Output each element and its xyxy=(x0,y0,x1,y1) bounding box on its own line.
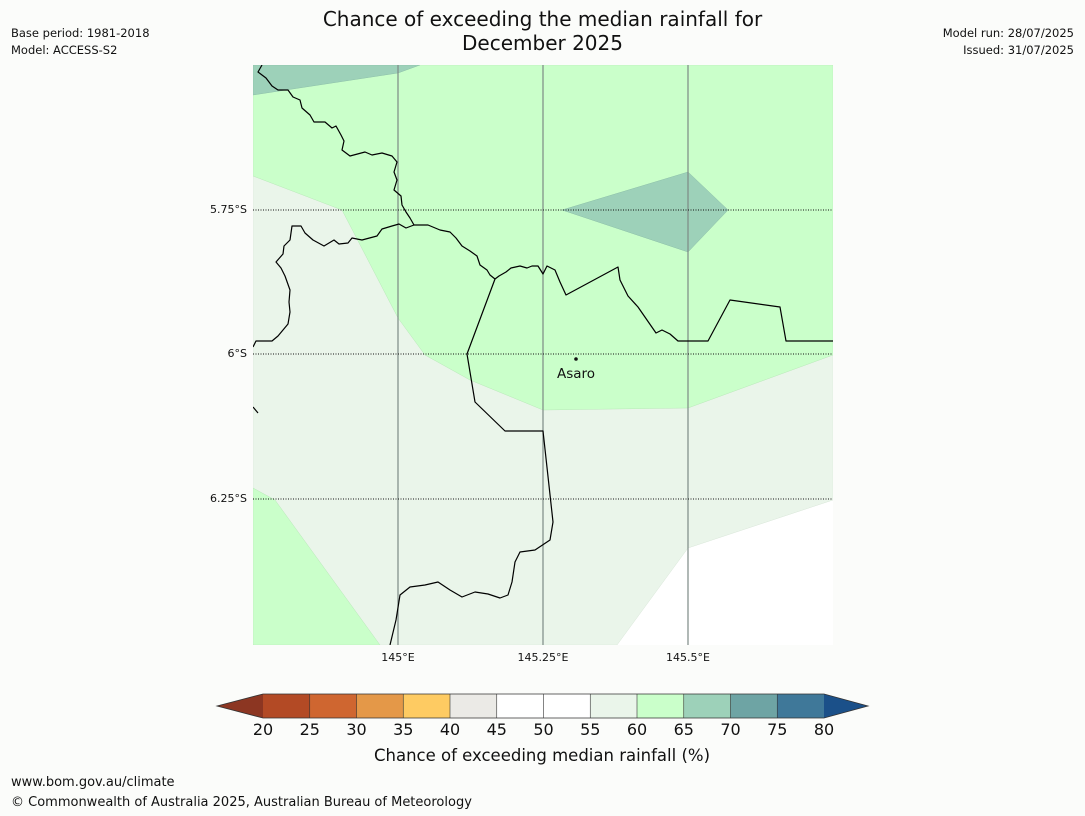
colorbar-swatch xyxy=(730,694,778,718)
lon-label: 145.25°E xyxy=(518,651,569,664)
title-line-1: Chance of exceeding the median rainfall … xyxy=(322,7,763,31)
lon-label: 145°E xyxy=(381,651,414,664)
colorbar-outline xyxy=(215,693,870,719)
colorbar-swatch xyxy=(543,694,591,718)
colorbar-swatch xyxy=(637,694,684,718)
map-area[interactable] xyxy=(253,65,833,645)
footer-url: www.bom.gov.au/climate xyxy=(11,775,175,790)
colorbar-swatch xyxy=(683,694,731,718)
title-line-2: December 2025 xyxy=(462,31,623,55)
lon-label: 145.5°E xyxy=(666,651,710,664)
colorbar-swatch xyxy=(356,694,404,718)
meta-left: Base period: 1981-2018 Model: ACCESS-S2 xyxy=(11,25,150,59)
region-60-65-southwest xyxy=(253,487,381,645)
base-period-text: Base period: 1981-2018 xyxy=(11,26,150,40)
issued-text: Issued: 31/07/2025 xyxy=(963,43,1074,57)
lat-label: 6°S xyxy=(228,347,247,360)
model-run-text: Model run: 28/07/2025 xyxy=(942,26,1074,40)
colorbar-tick-label: 60 xyxy=(627,720,647,739)
colorbar-swatch xyxy=(496,694,544,718)
colorbar-swatch xyxy=(263,694,310,718)
colorbar-legend: 20 25 30 35 40 45 50 55 60 65 70 75 80 xyxy=(215,693,870,739)
colorbar-swatch xyxy=(450,694,497,718)
colorbar-swatch xyxy=(590,694,637,718)
asaro-marker xyxy=(574,357,578,361)
meta-right: Model run: 28/07/2025 Issued: 31/07/2025 xyxy=(943,25,1074,59)
colorbar-tick-label: 25 xyxy=(300,720,320,739)
colorbar-label: Chance of exceeding median rainfall (%) xyxy=(374,746,710,765)
colorbar-tick-label: 55 xyxy=(580,720,600,739)
colorbar-tick-label: 70 xyxy=(720,720,740,739)
lat-label: 6.25°S xyxy=(210,492,247,505)
colorbar-under-arrow xyxy=(217,694,263,718)
colorbar-tick-label: 45 xyxy=(487,720,507,739)
colorbar-tick-label: 30 xyxy=(346,720,366,739)
colorbar-swatch xyxy=(309,694,357,718)
colorbar-tick-label: 80 xyxy=(814,720,834,739)
footer-copyright: © Commonwealth of Australia 2025, Austra… xyxy=(11,795,472,810)
chart-title: Chance of exceeding the median rainfall … xyxy=(0,7,1085,55)
model-text: Model: ACCESS-S2 xyxy=(11,43,118,57)
province-boundaries xyxy=(253,65,833,645)
colorbar-tick-label: 50 xyxy=(533,720,553,739)
colorbar-tick-label: 75 xyxy=(767,720,787,739)
colorbar-tick-label: 35 xyxy=(393,720,413,739)
colorbar-tick-label: 65 xyxy=(674,720,694,739)
colorbar-swatch xyxy=(403,694,450,718)
lat-label: 5.75°S xyxy=(210,203,247,216)
colorbar-tick-label: 40 xyxy=(440,720,460,739)
colorbar-over-arrow xyxy=(824,694,868,718)
place-label-asaro: Asaro xyxy=(557,366,595,382)
colorbar-swatch xyxy=(777,694,824,718)
colorbar-tick-label: 20 xyxy=(253,720,273,739)
